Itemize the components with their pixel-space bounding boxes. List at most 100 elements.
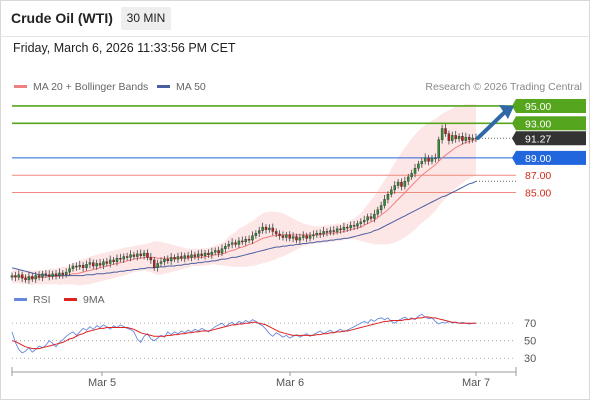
candle-body xyxy=(54,273,58,276)
level-label-87.00: 87.00 xyxy=(525,170,551,182)
candle-body xyxy=(163,258,166,262)
candle xyxy=(393,181,396,194)
candle xyxy=(444,124,447,137)
candle-body xyxy=(159,261,163,264)
candle xyxy=(339,225,342,234)
candle xyxy=(132,251,136,260)
candle xyxy=(291,232,295,243)
candle xyxy=(71,263,75,272)
candle-body xyxy=(430,158,434,162)
candle xyxy=(349,221,352,232)
candle xyxy=(105,257,109,267)
candle xyxy=(251,231,254,244)
candle-body xyxy=(288,234,291,239)
candle-body xyxy=(342,226,346,230)
candle-body xyxy=(98,263,102,266)
candle-body xyxy=(156,263,159,268)
candle-body xyxy=(213,250,217,253)
candle xyxy=(44,270,48,278)
candle-body xyxy=(376,209,380,215)
candle-body xyxy=(325,231,329,233)
candle-body xyxy=(64,271,68,275)
candle-body xyxy=(190,254,193,258)
candle-body xyxy=(132,254,136,257)
candle-body xyxy=(373,213,376,219)
candle-body xyxy=(305,235,308,239)
candle-body xyxy=(241,240,244,243)
time-axis-layer: Mar 5 Mar 6 Mar 7 xyxy=(11,367,517,389)
candle xyxy=(457,133,461,142)
candle xyxy=(410,169,413,180)
candle xyxy=(261,222,264,234)
candle xyxy=(203,250,207,260)
candle xyxy=(217,246,220,257)
candle-body xyxy=(346,226,349,229)
candle-body xyxy=(75,265,78,268)
candle-body xyxy=(129,254,132,258)
candle xyxy=(220,244,224,257)
candle-body xyxy=(78,264,81,268)
candle-body xyxy=(335,228,339,232)
candle xyxy=(183,252,186,263)
candle-body xyxy=(271,227,275,232)
candle-body xyxy=(220,248,224,254)
candle xyxy=(31,273,34,283)
candle-body xyxy=(176,256,180,260)
candle xyxy=(427,154,430,166)
candle xyxy=(122,253,126,264)
candle-body xyxy=(379,205,383,211)
candle-body xyxy=(285,234,288,238)
candle xyxy=(318,229,322,238)
candle-body xyxy=(44,273,48,276)
candle-body xyxy=(146,252,149,258)
candle-body xyxy=(197,253,200,257)
moving-average-layer xyxy=(11,139,516,279)
candle-body xyxy=(329,230,332,233)
price-levels-layer: 95.00 93.00 91.27 89.00 87.00 85.00 xyxy=(12,98,586,200)
research-credit: Research © 2026 Trading Central xyxy=(425,81,582,93)
candle-body xyxy=(407,176,410,182)
candle-body xyxy=(403,181,407,187)
candle-body xyxy=(27,276,31,281)
candle-body xyxy=(10,275,14,278)
candle-body xyxy=(264,226,268,230)
candle xyxy=(92,259,95,270)
candle xyxy=(227,240,231,250)
candle-body xyxy=(183,255,186,259)
ma50-line xyxy=(11,180,477,277)
timeframe-button[interactable]: 30 MIN xyxy=(121,7,171,30)
candle xyxy=(163,256,166,266)
candle xyxy=(383,195,386,209)
candle-body xyxy=(68,268,71,273)
candle xyxy=(108,255,112,268)
candle xyxy=(423,153,427,165)
candle-body xyxy=(322,231,325,235)
candle xyxy=(142,250,146,260)
candle xyxy=(373,209,376,223)
candle xyxy=(41,270,44,282)
candle-body xyxy=(437,139,440,159)
candle xyxy=(169,252,173,265)
candle-body xyxy=(393,185,396,191)
candle-body xyxy=(427,157,430,162)
candle xyxy=(322,227,325,238)
level-label-85.00: 85.00 xyxy=(525,188,551,200)
candle-body xyxy=(166,258,170,262)
ma20-swatch xyxy=(14,84,27,88)
candle xyxy=(10,272,14,281)
candle xyxy=(197,250,200,261)
candle xyxy=(308,232,312,242)
candle-body xyxy=(51,273,54,277)
candle-body xyxy=(136,253,139,257)
candle xyxy=(139,249,142,259)
candle-body xyxy=(318,232,322,235)
candle-body xyxy=(413,168,417,174)
candle xyxy=(14,271,17,282)
candle xyxy=(278,230,281,240)
candle-body xyxy=(227,244,231,247)
candle xyxy=(362,215,366,225)
candle-body xyxy=(207,252,210,255)
candle xyxy=(268,224,271,233)
candle xyxy=(213,247,217,256)
